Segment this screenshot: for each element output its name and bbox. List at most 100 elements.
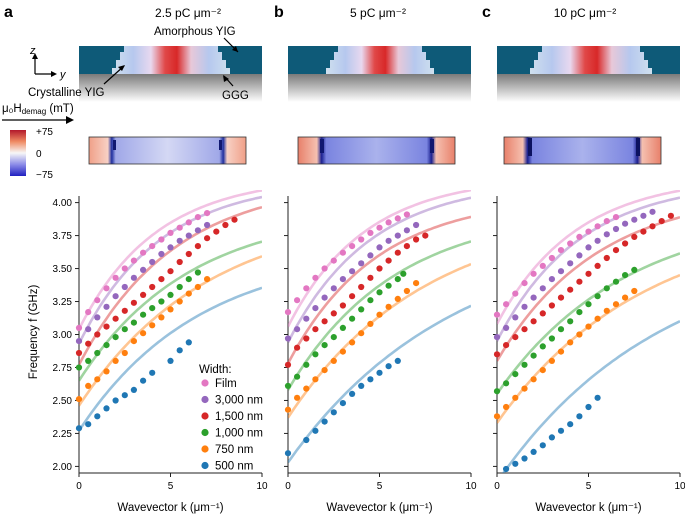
legend-label: Film — [215, 378, 237, 390]
data-point — [539, 343, 546, 350]
data-point — [358, 260, 365, 267]
data-point — [330, 409, 337, 416]
data-point — [376, 369, 383, 376]
data-point — [394, 232, 401, 239]
data-point — [576, 309, 583, 316]
data-point — [367, 274, 374, 281]
data-point — [612, 225, 620, 233]
data-point — [503, 465, 510, 473]
data-point — [622, 220, 629, 227]
data-point — [75, 364, 83, 371]
data-point — [284, 361, 292, 368]
data-point — [185, 276, 192, 283]
ggg-substrate — [497, 74, 680, 102]
data-point — [576, 413, 583, 420]
theory-curve-3 — [288, 240, 471, 391]
data-point — [94, 413, 101, 420]
data-point — [576, 278, 583, 285]
y-axis-label: Frequency f (GHz) — [28, 285, 40, 380]
data-point — [149, 322, 156, 329]
data-point — [539, 442, 546, 449]
data-point — [548, 357, 556, 364]
data-point — [158, 314, 165, 321]
theory-curve-1 — [288, 196, 471, 344]
axis-z-label: z — [29, 45, 36, 57]
data-point — [594, 293, 601, 300]
data-point — [321, 342, 328, 349]
arrowhead-crystalline — [118, 65, 125, 71]
data-point — [185, 232, 192, 239]
panel-title-a: 2.5 pC μm⁻² — [155, 6, 221, 20]
data-point — [521, 385, 528, 392]
data-point — [493, 351, 501, 358]
legend-title: Width: — [199, 364, 232, 376]
data-point — [585, 323, 592, 330]
legend-marker — [201, 395, 209, 404]
theory-curve-0 — [497, 190, 680, 325]
data-point — [349, 390, 356, 397]
data-point — [349, 315, 356, 322]
data-point — [349, 293, 356, 300]
data-point — [294, 326, 301, 333]
data-point — [631, 216, 638, 223]
data-point — [85, 421, 92, 428]
data-point — [585, 244, 592, 251]
data-point — [512, 371, 519, 378]
data-point — [103, 342, 110, 349]
data-point — [284, 335, 292, 342]
data-point — [312, 305, 319, 312]
data-point — [85, 309, 92, 316]
data-point — [385, 219, 392, 226]
data-point — [194, 269, 201, 276]
data-point — [130, 274, 137, 281]
data-point — [631, 266, 638, 273]
data-point — [204, 221, 211, 229]
legend: Width: Film 3,000 nm 1,500 nm 1,000 nm 750 n… — [199, 364, 263, 473]
data-point — [176, 298, 183, 305]
data-point — [204, 235, 211, 242]
data-point — [394, 295, 401, 302]
data-point — [303, 385, 310, 392]
data-point — [94, 349, 101, 357]
data-point — [284, 309, 292, 316]
data-point — [539, 310, 546, 317]
y-tick-label: 2.25 — [53, 429, 73, 440]
x-tick-label: 5 — [377, 481, 383, 492]
data-point — [185, 250, 192, 258]
data-point — [94, 331, 101, 338]
data-point — [140, 249, 147, 256]
theory-curve-2 — [288, 215, 471, 365]
y-tick-label: 3.25 — [53, 297, 73, 308]
data-point — [631, 233, 638, 240]
axis-y-label: y — [59, 69, 67, 81]
data-point — [376, 311, 383, 318]
data-point — [567, 286, 574, 293]
data-point — [321, 318, 328, 325]
data-point — [631, 287, 638, 295]
data-point — [594, 315, 601, 322]
data-point — [140, 377, 147, 384]
data-point — [400, 270, 407, 277]
data-point — [367, 297, 374, 304]
data-point — [376, 265, 383, 272]
data-point — [121, 326, 128, 333]
data-point — [640, 212, 647, 219]
data-point — [358, 306, 365, 313]
arrowhead-amorphous — [232, 46, 238, 52]
data-point — [321, 367, 328, 374]
data-point — [403, 243, 410, 250]
data-point — [493, 413, 501, 420]
dispersion-plot-a: 2.00 2.25 2.50 2.75 3.00 3.25 3.50 3.75 4.00 0 5 10… — [53, 190, 268, 514]
data-point — [176, 283, 183, 291]
dispersion-plot-b: 0 5 10 Wavevector k (μm⁻¹) — [284, 190, 477, 514]
data-point — [158, 276, 165, 283]
data-point — [303, 361, 310, 368]
data-point — [557, 326, 565, 333]
data-point — [185, 290, 192, 297]
x-axis-label: Wavevector k (μm⁻¹) — [117, 502, 223, 514]
legend-marker — [201, 428, 209, 437]
legend-label: 3,000 nm — [215, 395, 263, 407]
y-tick-label: 2.00 — [53, 462, 73, 473]
data-point — [303, 436, 310, 444]
